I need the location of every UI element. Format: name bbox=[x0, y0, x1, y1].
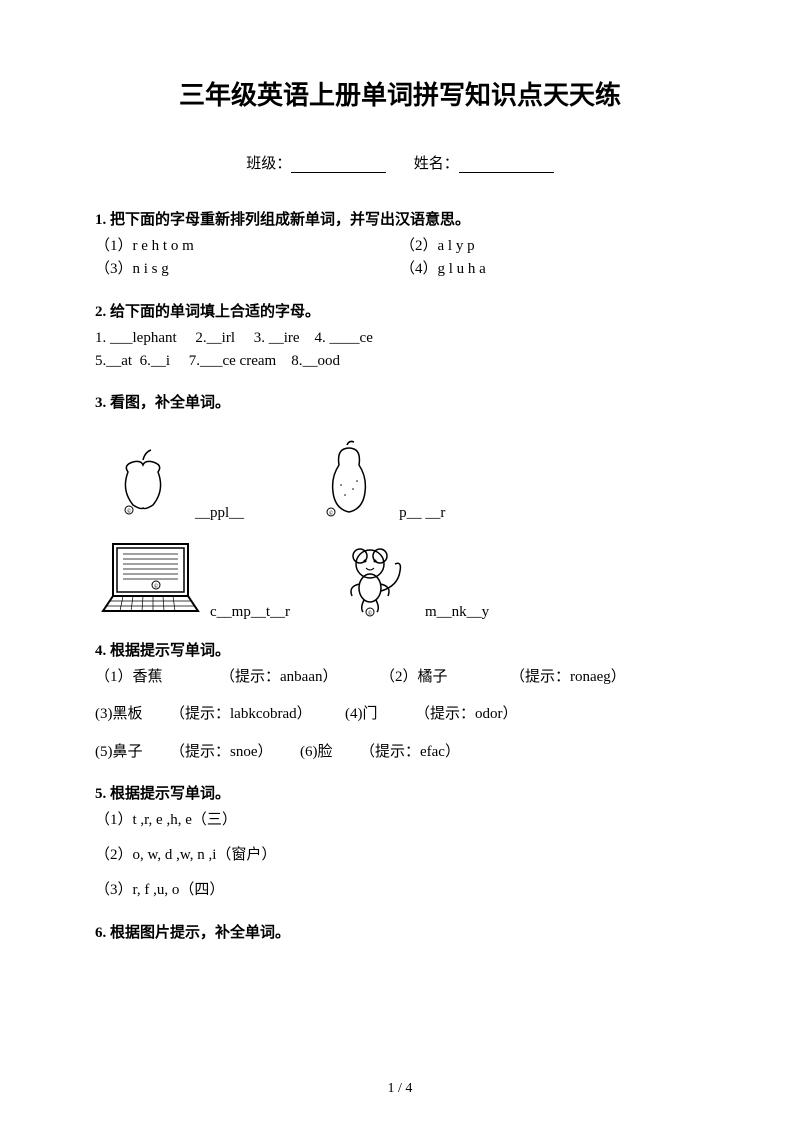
q6-title: 6. 根据图片提示，补全单词。 bbox=[95, 921, 705, 942]
page-title: 三年级英语上册单词拼写知识点天天练 bbox=[95, 75, 705, 112]
q1-title: 1. 把下面的字母重新排列组成新单词，并写出汉语意思。 bbox=[95, 208, 705, 229]
q3-label-pear: p__ __r bbox=[399, 505, 445, 522]
name-blank bbox=[459, 159, 554, 173]
q3-label-apple: __ppl__ bbox=[195, 505, 244, 522]
q3-label-computer: c__mp__t__r bbox=[210, 604, 290, 621]
q3-item-monkey: © m__nk__y bbox=[325, 536, 489, 621]
q5-title: 5. 根据提示写单词。 bbox=[95, 782, 705, 803]
q4-r3c3: (6)脸 bbox=[300, 741, 360, 764]
name-label: 姓名： bbox=[414, 156, 459, 172]
svg-text:©: © bbox=[368, 610, 373, 617]
svg-text:©: © bbox=[329, 510, 334, 517]
question-6: 6. 根据图片提示，补全单词。 bbox=[95, 921, 705, 942]
q3-item-computer: © c__mp__t__r bbox=[95, 536, 290, 621]
q4-r1c3: （2）橘子 bbox=[380, 666, 510, 689]
q4-r3c4: （提示：efac） bbox=[360, 741, 460, 764]
q4-r2c2: （提示：labkcobrad） bbox=[170, 703, 345, 726]
q5-item-3: （3）r, f ,u, o（四） bbox=[95, 879, 705, 902]
q4-r3c2: （提示：snoe） bbox=[170, 741, 300, 764]
q3-label-monkey: m__nk__y bbox=[425, 604, 489, 621]
svg-text:©: © bbox=[126, 508, 131, 515]
class-label: 班级： bbox=[246, 156, 291, 172]
pear-icon: © bbox=[299, 437, 394, 522]
q3-row2: © c__mp__t__r bbox=[95, 536, 705, 621]
q1-item-1: （1）r e h t o m bbox=[95, 235, 400, 258]
q3-item-apple: © __ppl__ bbox=[95, 437, 244, 522]
q3-title: 3. 看图，补全单词。 bbox=[95, 391, 705, 412]
q4-r1c2: （提示：anbaan） bbox=[220, 666, 380, 689]
student-info: 班级： 姓名： bbox=[95, 152, 705, 173]
apple-icon: © bbox=[95, 437, 190, 522]
q5-item-2: （2）o, w, d ,w, n ,i（窗户） bbox=[95, 844, 705, 867]
q3-item-pear: © p__ __r bbox=[299, 437, 445, 522]
class-blank bbox=[291, 159, 386, 173]
q4-r2c4: （提示：odor） bbox=[415, 703, 518, 726]
q4-r3c1: (5)鼻子 bbox=[95, 741, 170, 764]
question-1: 1. 把下面的字母重新排列组成新单词，并写出汉语意思。 （1）r e h t o… bbox=[95, 208, 705, 282]
q5-item-1: （1）t ,r, e ,h, e（三） bbox=[95, 809, 705, 832]
question-5: 5. 根据提示写单词。 （1）t ,r, e ,h, e（三） （2）o, w,… bbox=[95, 782, 705, 903]
svg-text:©: © bbox=[153, 583, 158, 590]
q2-line1: 1. ___lephant 2.__irl 3. __ire 4. ____ce bbox=[95, 327, 705, 350]
q1-item-2: （2）a l y p bbox=[400, 235, 705, 258]
q4-title: 4. 根据提示写单词。 bbox=[95, 639, 705, 660]
q1-item-4: （4）g l u h a bbox=[400, 258, 705, 281]
q2-line2: 5.__at 6.__i 7.___ce cream 8.__ood bbox=[95, 350, 705, 373]
question-4: 4. 根据提示写单词。 （1）香蕉 （提示：anbaan） （2）橘子 （提示：… bbox=[95, 639, 705, 764]
q3-row1: © __ppl__ © p__ __r bbox=[95, 437, 705, 522]
q4-r1c1: （1）香蕉 bbox=[95, 666, 220, 689]
page-number: 1 / 4 bbox=[0, 1081, 800, 1097]
q4-row1: （1）香蕉 （提示：anbaan） （2）橘子 （提示：ronaeg） bbox=[95, 666, 705, 689]
q4-r2c1: (3)黑板 bbox=[95, 703, 170, 726]
computer-icon: © bbox=[95, 536, 205, 621]
q4-row3: (5)鼻子 （提示：snoe） (6)脸 （提示：efac） bbox=[95, 741, 705, 764]
q2-title: 2. 给下面的单词填上合适的字母。 bbox=[95, 300, 705, 321]
question-2: 2. 给下面的单词填上合适的字母。 1. ___lephant 2.__irl … bbox=[95, 300, 705, 374]
question-3: 3. 看图，补全单词。 © __ppl__ bbox=[95, 391, 705, 621]
q4-r2c3: (4)门 bbox=[345, 703, 415, 726]
q4-row2: (3)黑板 （提示：labkcobrad） (4)门 （提示：odor） bbox=[95, 703, 705, 726]
monkey-icon: © bbox=[325, 536, 420, 621]
q4-r1c4: （提示：ronaeg） bbox=[510, 666, 626, 689]
q1-item-3: （3）n i s g bbox=[95, 258, 400, 281]
